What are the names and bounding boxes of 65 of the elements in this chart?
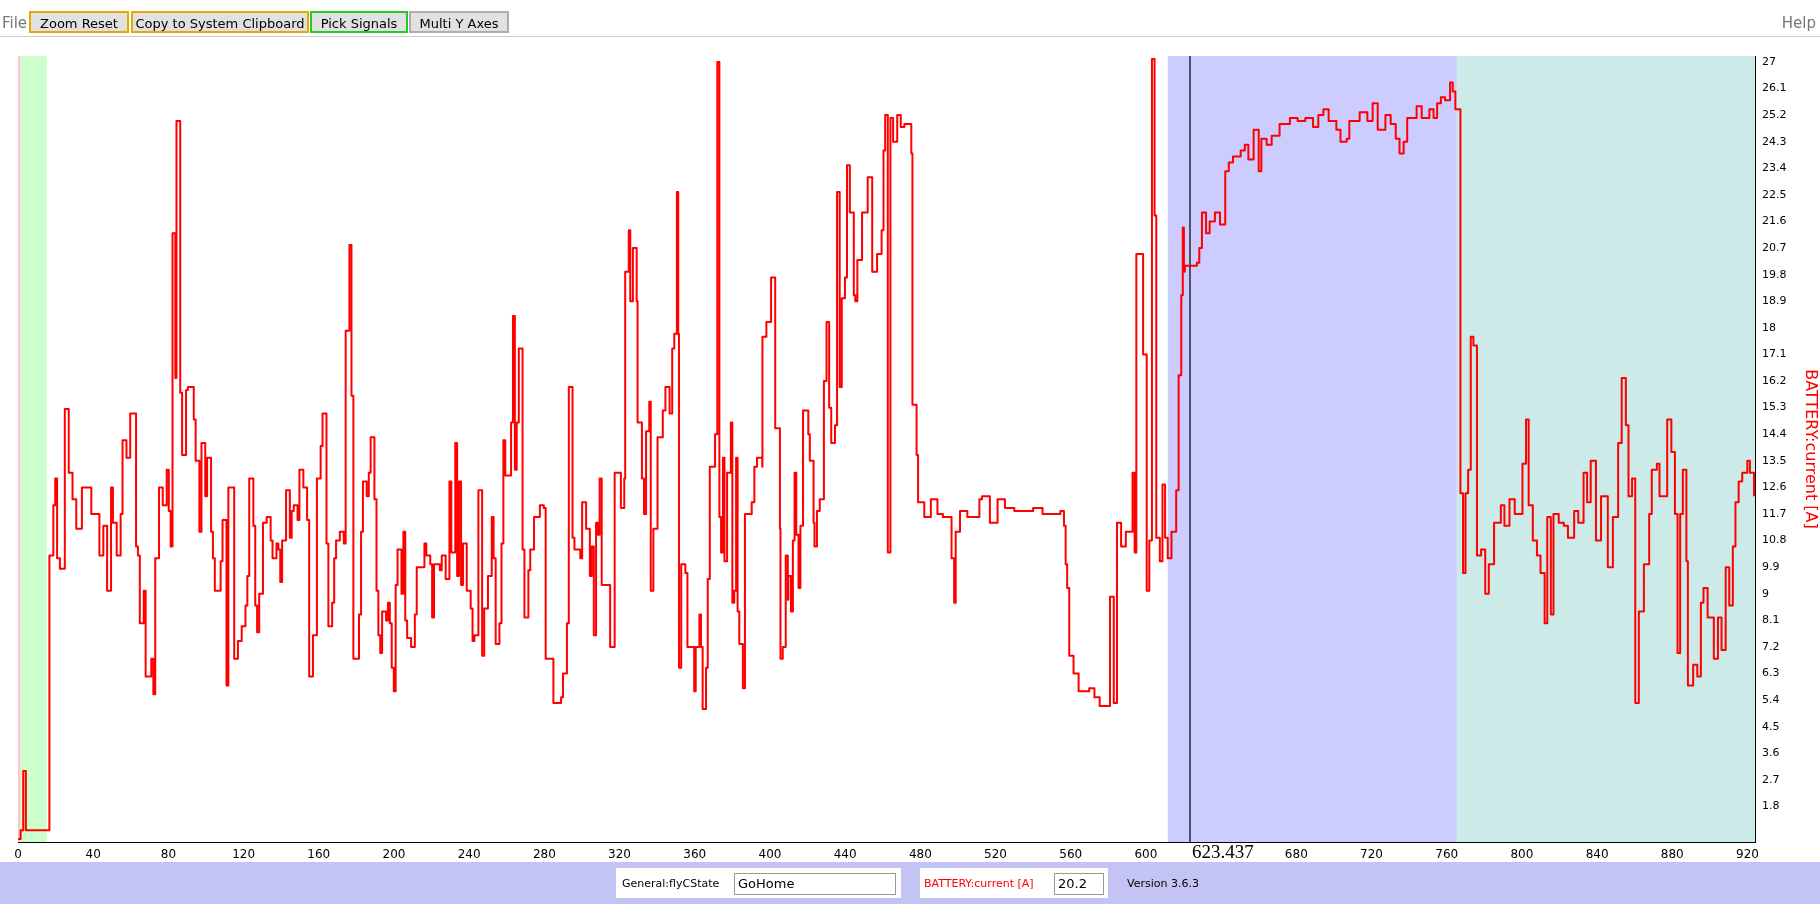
y-tick-label: 17.1 (1762, 347, 1787, 361)
y-tick-label: 20.7 (1762, 240, 1787, 254)
x-tick-label: 440 (833, 847, 857, 862)
text: Pick Signals (310, 11, 408, 33)
y-axis-title: BATTERY:current [A] (1802, 369, 1820, 529)
y-tick-label: 24.3 (1762, 134, 1787, 148)
text: Help (1781, 14, 1816, 32)
x-tick-label: 400 (758, 847, 782, 862)
x-tick-label: 600 (1134, 847, 1158, 862)
y-tick-label: 3.6 (1762, 746, 1780, 760)
text: Zoom Reset (29, 11, 129, 33)
y-tick-label: 18 (1762, 320, 1776, 334)
y-tick-label: 6.3 (1762, 666, 1780, 680)
y-tick-label: 19.8 (1762, 267, 1787, 281)
x-tick-label: 200 (382, 847, 406, 862)
text: Multi Y Axes (409, 11, 509, 33)
x-tick-label: 800 (1510, 847, 1534, 862)
x-tick-label: 360 (683, 847, 707, 862)
y-tick-label: 15.3 (1762, 400, 1787, 414)
y-tick-label: 22.5 (1762, 187, 1787, 201)
y-tick-label: 5.4 (1762, 693, 1780, 707)
y-tick-label: 4.5 (1762, 719, 1780, 733)
y-tick-label: 18.9 (1762, 294, 1787, 308)
y-tick-label: 9.9 (1762, 560, 1780, 574)
x-tick-label: 160 (307, 847, 331, 862)
y-tick-label: 12.6 (1762, 480, 1787, 494)
y-tick-label: 1.8 (1762, 799, 1780, 813)
y-tick-label: 14.4 (1762, 427, 1787, 441)
y-tick-label: 10.8 (1762, 533, 1787, 547)
x-tick-label: 560 (1059, 847, 1083, 862)
y-tick-label: 25.2 (1762, 107, 1787, 121)
y-tick-label: 2.7 (1762, 772, 1780, 786)
y-tick-label: 11.7 (1762, 506, 1787, 520)
x-tick-label: 240 (457, 847, 481, 862)
y-tick-label: 8.1 (1762, 613, 1780, 627)
x-tick-label: 680 (1284, 847, 1308, 862)
y-tick-label: 7.2 (1762, 639, 1780, 653)
text: Version 3.6.3 (1127, 877, 1199, 890)
text: General:flyCState (622, 877, 720, 890)
x-tick-label: 520 (984, 847, 1007, 862)
y-tick-label: 26.1 (1762, 81, 1787, 95)
text: 20.2 (1054, 873, 1104, 895)
y-tick-label: 13.5 (1762, 453, 1787, 467)
y-tick-label: 21.6 (1762, 214, 1787, 228)
x-tick-label: 720 (1360, 847, 1383, 862)
x-tick-label: 80 (160, 847, 177, 862)
text: File (2, 14, 28, 32)
x-tick-label: 880 (1660, 847, 1684, 862)
x-tick-label: 0 (14, 847, 22, 862)
x-tick-label: 480 (908, 847, 932, 862)
x-tick-label: 120 (232, 847, 256, 862)
y-tick-label: 9 (1762, 586, 1769, 600)
text: GoHome (734, 873, 896, 895)
y-tick-label: 23.4 (1762, 161, 1787, 175)
text: Copy to System Clipboard (131, 11, 309, 33)
x-tick-label: 760 (1435, 847, 1459, 862)
ref-line-label: 623.437 (1191, 841, 1254, 863)
text: BATTERY:current [A] (924, 877, 1034, 890)
y-tick-label: 27 (1762, 54, 1776, 68)
x-tick-label: 920 (1736, 847, 1759, 862)
x-tick-label: 840 (1585, 847, 1609, 862)
x-tick-label: 280 (532, 847, 556, 862)
x-tick-label: 320 (608, 847, 632, 862)
y-tick-label: 16.2 (1762, 373, 1787, 387)
x-tick-label: 40 (85, 847, 101, 862)
